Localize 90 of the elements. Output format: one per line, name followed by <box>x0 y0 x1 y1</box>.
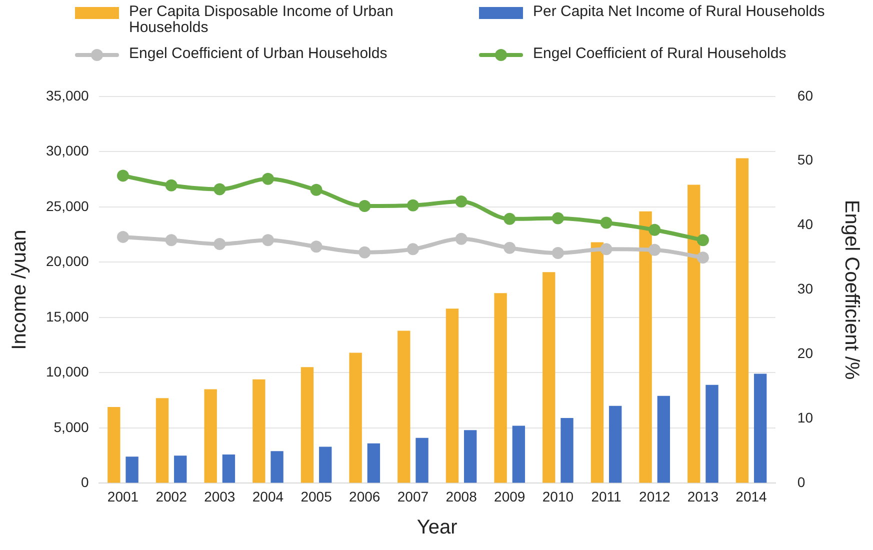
point <box>214 183 226 196</box>
point <box>455 195 468 208</box>
bar <box>608 406 622 483</box>
y-tick-label: 0 <box>81 474 90 490</box>
y-tick-label: 25,000 <box>46 198 90 214</box>
x-tick-label: 2004 <box>252 488 284 504</box>
bar <box>156 398 169 483</box>
bar <box>494 293 507 483</box>
y-tick-label: 5,000 <box>54 418 90 435</box>
x-tick-label: 2011 <box>591 488 622 504</box>
y-tick-label: 15,000 <box>46 308 90 324</box>
y-tick-label: 20,000 <box>46 253 90 270</box>
legend-label: Per Capita Net Income of Rural Households <box>533 3 825 20</box>
y2-tick-label: 30 <box>797 280 814 297</box>
bar <box>126 456 138 483</box>
point <box>696 234 709 246</box>
x-tick-label: 2008 <box>446 488 478 504</box>
bar <box>639 211 652 483</box>
bar <box>174 456 187 483</box>
point <box>696 252 709 264</box>
legend-label: Per Capita Disposable Income of Urban Households <box>129 3 394 36</box>
point <box>214 238 226 250</box>
point <box>600 243 612 256</box>
point <box>406 199 419 212</box>
bar <box>464 430 477 483</box>
bar <box>300 367 314 483</box>
bar <box>688 184 700 483</box>
y2-tick-label: 0 <box>797 474 806 490</box>
bar <box>736 158 749 483</box>
bar <box>512 426 526 483</box>
point <box>648 224 661 236</box>
x-axis-title: Year <box>416 516 458 539</box>
x-tick-label: 2007 <box>397 488 429 504</box>
bar <box>204 389 217 483</box>
y2-tick-label: 10 <box>797 410 814 426</box>
bar <box>319 446 332 483</box>
y-tick-label: 35,000 <box>46 87 90 104</box>
point <box>504 242 516 254</box>
x-tick-label: 2001 <box>107 488 139 504</box>
x-tick-label: 2014 <box>736 488 768 504</box>
legend-label: Engel Coefficient of Urban Households <box>129 45 388 62</box>
legend-label: Engel Coefficient of Rural Households <box>533 45 786 62</box>
x-tick-label: 2003 <box>204 488 236 504</box>
bar <box>108 406 120 483</box>
point <box>262 234 274 246</box>
point <box>406 243 419 256</box>
x-tick-label: 2009 <box>494 488 526 504</box>
bar <box>349 352 362 483</box>
bar <box>252 379 266 483</box>
point <box>165 234 178 246</box>
x-tick-label: 2002 <box>156 488 188 504</box>
y2-tick-label: 50 <box>797 152 814 168</box>
bar <box>754 374 767 483</box>
point <box>358 246 371 258</box>
bar <box>367 443 380 483</box>
point <box>116 230 129 243</box>
x-tick-label: 2005 <box>300 488 332 504</box>
y-axis-title: Income /yuan <box>8 230 31 350</box>
point <box>648 244 661 256</box>
point <box>116 170 129 182</box>
point <box>552 247 564 260</box>
x-tick-label: 2013 <box>687 488 719 504</box>
bar <box>706 384 718 483</box>
point <box>600 216 612 229</box>
bar <box>446 308 459 483</box>
bar <box>560 418 574 483</box>
point <box>455 232 468 245</box>
bar <box>590 242 604 483</box>
bar <box>398 330 410 483</box>
x-tick-label: 2006 <box>349 488 380 504</box>
bar <box>416 438 428 483</box>
point <box>310 240 322 253</box>
point <box>358 200 371 212</box>
y-tick-label: 30,000 <box>46 142 90 159</box>
bar <box>222 454 236 483</box>
x-tick-label: 2010 <box>542 488 574 504</box>
point <box>552 212 564 224</box>
y2-tick-label: 60 <box>797 87 814 104</box>
x-tick-label: 2012 <box>639 488 670 504</box>
y2-axis-title: Engel Coefficient /% <box>840 200 862 380</box>
point <box>165 179 178 192</box>
point <box>310 184 322 196</box>
point <box>504 212 516 225</box>
y2-tick-label: 40 <box>797 216 814 232</box>
bar <box>657 396 670 483</box>
bar <box>542 272 556 483</box>
bar <box>270 451 284 483</box>
y-tick-label: 10,000 <box>46 364 90 380</box>
point <box>262 172 274 185</box>
y2-tick-label: 20 <box>797 345 814 362</box>
